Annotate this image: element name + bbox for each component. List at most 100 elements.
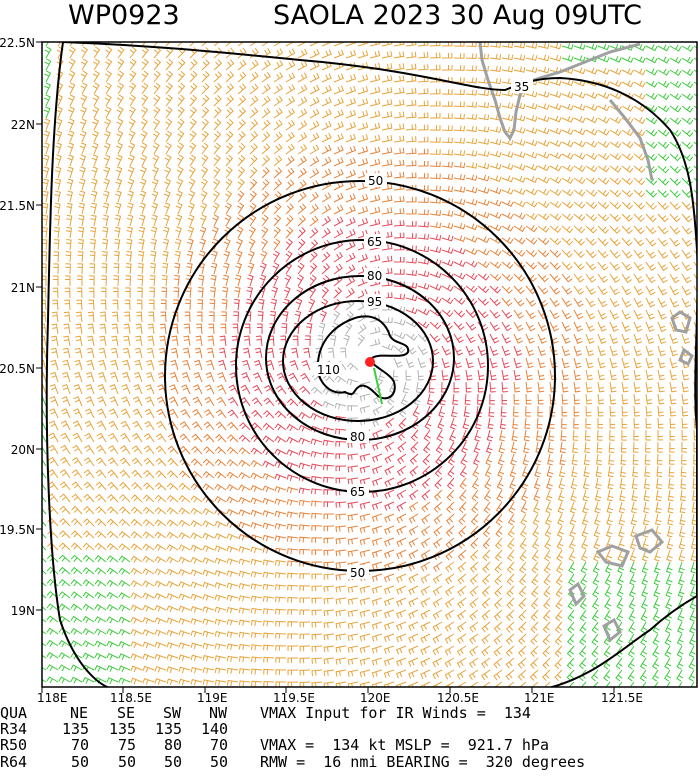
wind-barb (657, 369, 666, 381)
wind-barb (104, 94, 112, 107)
wind-barb (488, 405, 495, 417)
wind-barb (163, 202, 171, 215)
wind-barb (153, 46, 162, 59)
wind-barb (89, 263, 96, 275)
wind-barb (628, 585, 636, 598)
wind-barb (513, 297, 525, 307)
wind-barb (621, 273, 632, 284)
wind-barb (323, 597, 335, 604)
wind-barb (681, 441, 687, 453)
wind-barb (75, 323, 83, 335)
wind-barb (664, 669, 672, 682)
wind-barb (592, 597, 600, 610)
wind-barb (371, 561, 383, 570)
wind-barb (456, 657, 467, 668)
wind-barb (688, 633, 696, 646)
wind-barb (453, 345, 463, 356)
wind-barb (398, 417, 407, 430)
wind-barb (49, 396, 59, 407)
wind-barb (154, 568, 167, 576)
wind-barb (66, 178, 74, 191)
wind-barb (170, 359, 179, 371)
wind-barb (534, 465, 541, 478)
wind-barb (417, 173, 429, 179)
wind-barb (335, 440, 347, 447)
wind-barb (154, 629, 167, 637)
wind-barb (477, 174, 490, 182)
wind-barb (452, 393, 459, 405)
wind-barb (249, 107, 259, 119)
wind-barb (669, 44, 682, 52)
wind-barb (554, 621, 563, 634)
wind-barb (323, 537, 335, 544)
wind-barb (321, 144, 332, 155)
wind-barb (274, 559, 287, 567)
wind-barb (116, 130, 124, 143)
wind-barb (215, 433, 227, 443)
wind-barb (166, 593, 179, 601)
wind-barb (642, 537, 649, 550)
wind-barb (453, 321, 465, 331)
table-row-label: R64 (0, 753, 27, 771)
wind-barb (525, 369, 533, 381)
wind-barb (275, 657, 287, 663)
wind-barb (465, 113, 478, 120)
wind-barb (465, 150, 478, 157)
wind-barb (678, 525, 686, 538)
wind-barb (285, 203, 294, 215)
wind-barb (597, 189, 610, 198)
wind-barb (249, 178, 258, 191)
wind-barb (628, 621, 636, 634)
wind-barb (138, 226, 146, 239)
wind-barb (131, 469, 143, 479)
wind-barb (297, 238, 306, 251)
wind-barb (371, 621, 383, 630)
wind-barb (123, 323, 131, 335)
wind-barb (272, 250, 280, 263)
wind-barb (201, 82, 210, 95)
wind-barb (309, 60, 320, 71)
wind-barb (537, 261, 549, 270)
wind-barb (429, 88, 441, 95)
wind-barb (621, 80, 634, 88)
wind-barb (519, 561, 527, 574)
wind-barb (250, 422, 263, 431)
wind-barb (226, 446, 239, 455)
wind-barb (477, 297, 489, 306)
wind-barb (155, 470, 167, 479)
wind-barb (297, 179, 307, 191)
wind-barbs (42, 42, 697, 687)
wind-barb (369, 134, 381, 143)
wind-barb (42, 483, 47, 491)
wind-barb (263, 680, 275, 687)
wind-barb (597, 165, 610, 173)
wind-barb (493, 621, 503, 633)
wind-barb (396, 465, 407, 476)
wind-barb (53, 251, 60, 263)
wind-barb (42, 359, 47, 371)
wind-barb (53, 239, 60, 251)
wind-barb (51, 335, 59, 347)
wind-barb (525, 333, 535, 344)
wind-barb (333, 263, 343, 275)
wind-barb (311, 597, 323, 604)
wind-barb (525, 345, 535, 357)
wind-barb (359, 477, 371, 486)
wind-barb (113, 263, 120, 275)
wind-barb (225, 190, 233, 203)
wind-barb (297, 48, 308, 59)
wind-barb (151, 178, 159, 191)
wind-barb (72, 457, 83, 467)
wind-barb (61, 383, 71, 395)
wind-barb (593, 513, 601, 526)
wind-barb (297, 120, 308, 131)
wind-barb (119, 481, 131, 491)
wind-barb (93, 58, 101, 71)
wind-barb (408, 537, 419, 548)
wind-barb (125, 263, 132, 275)
wind-barb (633, 333, 643, 345)
wind-barb (97, 384, 107, 395)
wind-barb (537, 176, 550, 184)
wind-barb (334, 375, 347, 383)
wind-barb (161, 287, 168, 299)
